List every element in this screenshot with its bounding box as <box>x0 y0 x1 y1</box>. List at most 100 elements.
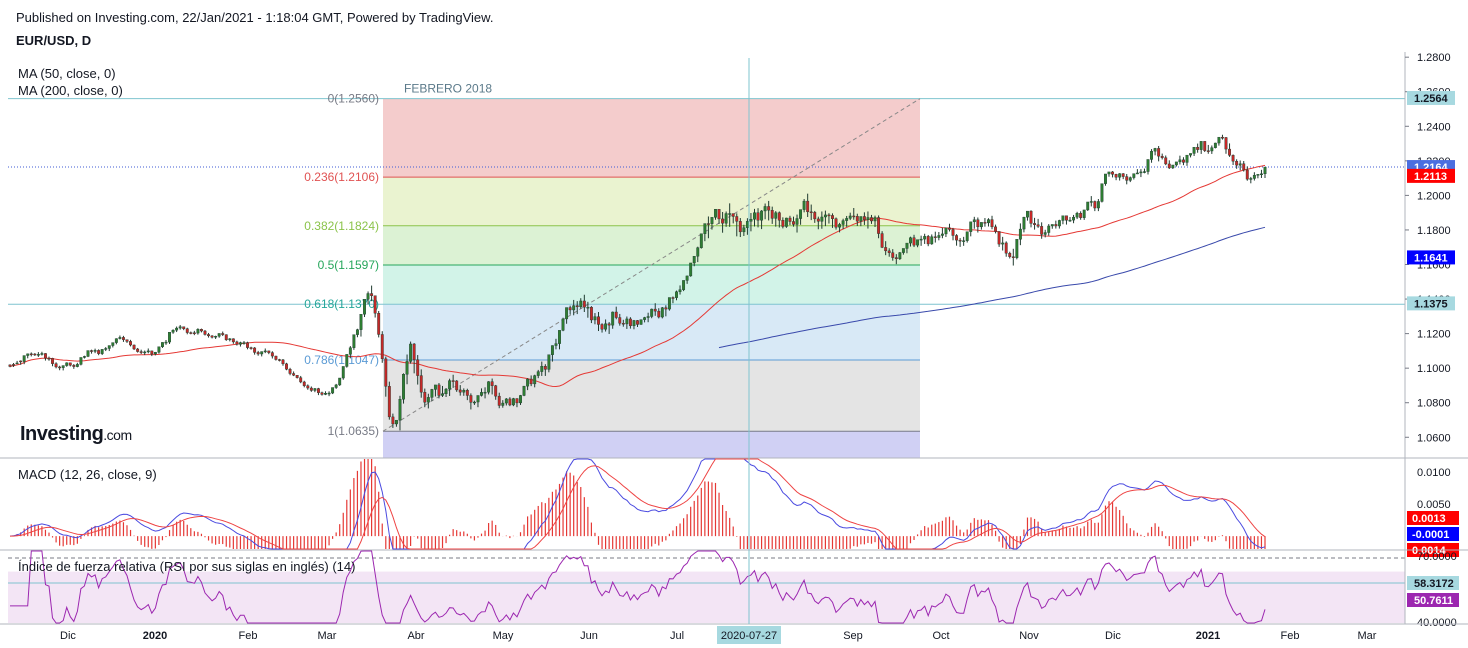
candle-body <box>692 256 696 264</box>
candle-body <box>497 395 501 406</box>
candle-body <box>919 238 923 241</box>
candle-body <box>1245 169 1249 180</box>
candle-body <box>40 353 44 355</box>
candle-body <box>848 215 852 219</box>
candle-body <box>1018 228 1022 240</box>
candle-body <box>1164 157 1168 165</box>
rsi-value-box <box>1407 593 1459 607</box>
candle-body <box>12 364 15 366</box>
candle-body <box>604 323 608 330</box>
candle-body <box>171 329 175 333</box>
candle-body <box>1026 210 1029 218</box>
candle-body <box>983 222 987 224</box>
candle-body <box>1054 224 1058 227</box>
candle-body <box>246 342 249 348</box>
time-tick-label: Mar <box>318 630 337 642</box>
candle-body <box>763 206 767 212</box>
candle-body <box>1015 239 1019 258</box>
rsi-line <box>10 550 1266 624</box>
candle-body <box>948 227 951 230</box>
candle-body <box>277 359 281 361</box>
macd-legend[interactable]: MACD (12, 26, close, 9) <box>18 467 157 482</box>
candle-body <box>29 353 33 356</box>
candle-body <box>859 216 863 222</box>
candle-body <box>1199 141 1203 150</box>
candle-body <box>550 345 554 355</box>
fibonacci-retracement[interactable]: 0(1.2560) 0.236(1.2106) 0.382(1.1824) 0.5(1… <box>8 82 1405 458</box>
candle-body <box>448 380 452 390</box>
candle-body <box>1185 154 1189 163</box>
candle-body <box>235 341 239 345</box>
candle-body <box>409 343 413 362</box>
symbol-title: EUR/USD, D <box>16 33 92 48</box>
time-tick-label: 2020 <box>143 630 167 642</box>
candle-body <box>990 219 994 228</box>
fib-level-label: 1(1.0635) <box>328 424 379 438</box>
candle-body <box>870 217 873 222</box>
candle-body <box>19 360 23 363</box>
time-tick-label: 2021 <box>1196 630 1220 642</box>
candle-body <box>419 375 423 393</box>
candle-body <box>122 337 125 340</box>
ma50-legend[interactable]: MA (50, close, 0) <box>18 66 116 81</box>
candle-body <box>285 363 288 370</box>
price-label-box <box>1407 90 1455 105</box>
candle-body <box>579 300 583 308</box>
candle-body <box>86 350 90 357</box>
candle-body <box>586 306 590 309</box>
candle-body <box>476 395 480 403</box>
candle-body <box>1047 225 1051 233</box>
candle-body <box>1235 160 1239 166</box>
candle-body <box>1132 173 1136 178</box>
candle-body <box>526 378 530 387</box>
candle-body <box>1082 209 1086 218</box>
candle-body <box>1040 226 1044 235</box>
candle-body <box>118 337 122 339</box>
candle-body <box>660 307 664 318</box>
candle-body <box>402 374 405 400</box>
candle-body <box>614 311 618 318</box>
candle-body <box>749 219 753 222</box>
candle-body <box>54 363 58 368</box>
candle-body <box>125 339 129 342</box>
candle-body <box>1221 136 1224 139</box>
time-tick-label: Oct <box>932 630 949 642</box>
candle-body <box>731 213 735 217</box>
candle-body <box>189 332 193 334</box>
candle-body <box>806 200 810 213</box>
candle-body <box>1036 224 1040 227</box>
candle-body <box>444 388 448 394</box>
ma200-legend[interactable]: MA (200, close, 0) <box>18 83 123 98</box>
rsi-legend[interactable]: Índice de fuerza relativa (RSI por sus s… <box>18 559 356 574</box>
candle-body <box>313 388 317 391</box>
candle-body <box>1192 146 1196 154</box>
candle-body <box>185 328 189 333</box>
time-tick-label: Abr <box>407 630 424 642</box>
candle-body <box>199 329 203 332</box>
candle-body <box>465 390 469 396</box>
candle-body <box>894 257 898 260</box>
candle-body <box>1242 163 1246 171</box>
candle-body <box>575 305 579 308</box>
candle-body <box>703 223 707 234</box>
candle-body <box>742 227 746 233</box>
candle-body <box>901 248 905 253</box>
candle-body <box>728 213 732 215</box>
candle-body <box>515 398 519 404</box>
candle-body <box>341 366 345 379</box>
candle-body <box>636 320 639 325</box>
candle-body <box>1160 155 1164 158</box>
candle-body <box>706 223 710 225</box>
candle-body <box>22 355 26 362</box>
candle-body <box>1057 220 1061 227</box>
candle-body <box>877 217 881 234</box>
candle-body <box>359 314 363 330</box>
price-tick-label: 1.2800 <box>1417 52 1451 64</box>
candle-body <box>884 247 888 252</box>
candle-body <box>1189 153 1192 156</box>
candle-body <box>1252 174 1256 179</box>
candle-body <box>589 306 593 321</box>
fib-zone <box>383 177 920 226</box>
candle-body <box>405 361 409 375</box>
candle-body <box>1093 201 1097 209</box>
